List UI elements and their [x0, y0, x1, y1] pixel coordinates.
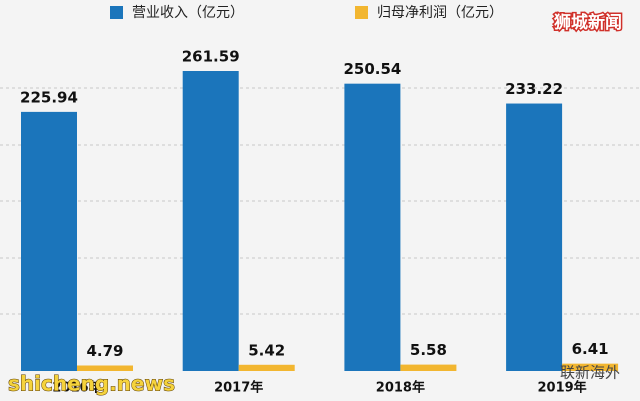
x-tick-label: 2016年: [52, 380, 101, 396]
watermark: 联新海外: [560, 364, 620, 382]
watermark: 狮城新闻: [553, 12, 622, 33]
value-label: 233.22: [505, 80, 563, 98]
legend-swatch: [355, 6, 368, 19]
value-label: 5.58: [410, 341, 447, 359]
bar: [182, 71, 239, 371]
value-label: 250.54: [343, 60, 401, 78]
gridlines: [0, 87, 640, 315]
value-label: 4.79: [86, 342, 123, 360]
x-tick-label: 2019年: [538, 380, 587, 396]
watermark: shicheng.news: [8, 372, 175, 396]
bar: [21, 111, 77, 372]
bar: [562, 363, 619, 371]
legend-label: 营业收入（亿元）: [132, 5, 244, 21]
bar: [77, 365, 133, 371]
bar: [506, 103, 563, 371]
x-tick-label: 2018年: [376, 380, 425, 396]
legend-swatch: [110, 6, 123, 19]
bar: [344, 83, 401, 372]
bar: [400, 364, 457, 371]
value-label: 261.59: [182, 48, 240, 66]
value-label: 6.41: [572, 340, 609, 358]
x-tick-label: 2017年: [214, 380, 263, 396]
bar: [238, 364, 295, 371]
value-label: 5.42: [248, 341, 285, 359]
legend-label: 归母净利润（亿元）: [377, 4, 503, 21]
value-label: 225.94: [20, 88, 78, 106]
